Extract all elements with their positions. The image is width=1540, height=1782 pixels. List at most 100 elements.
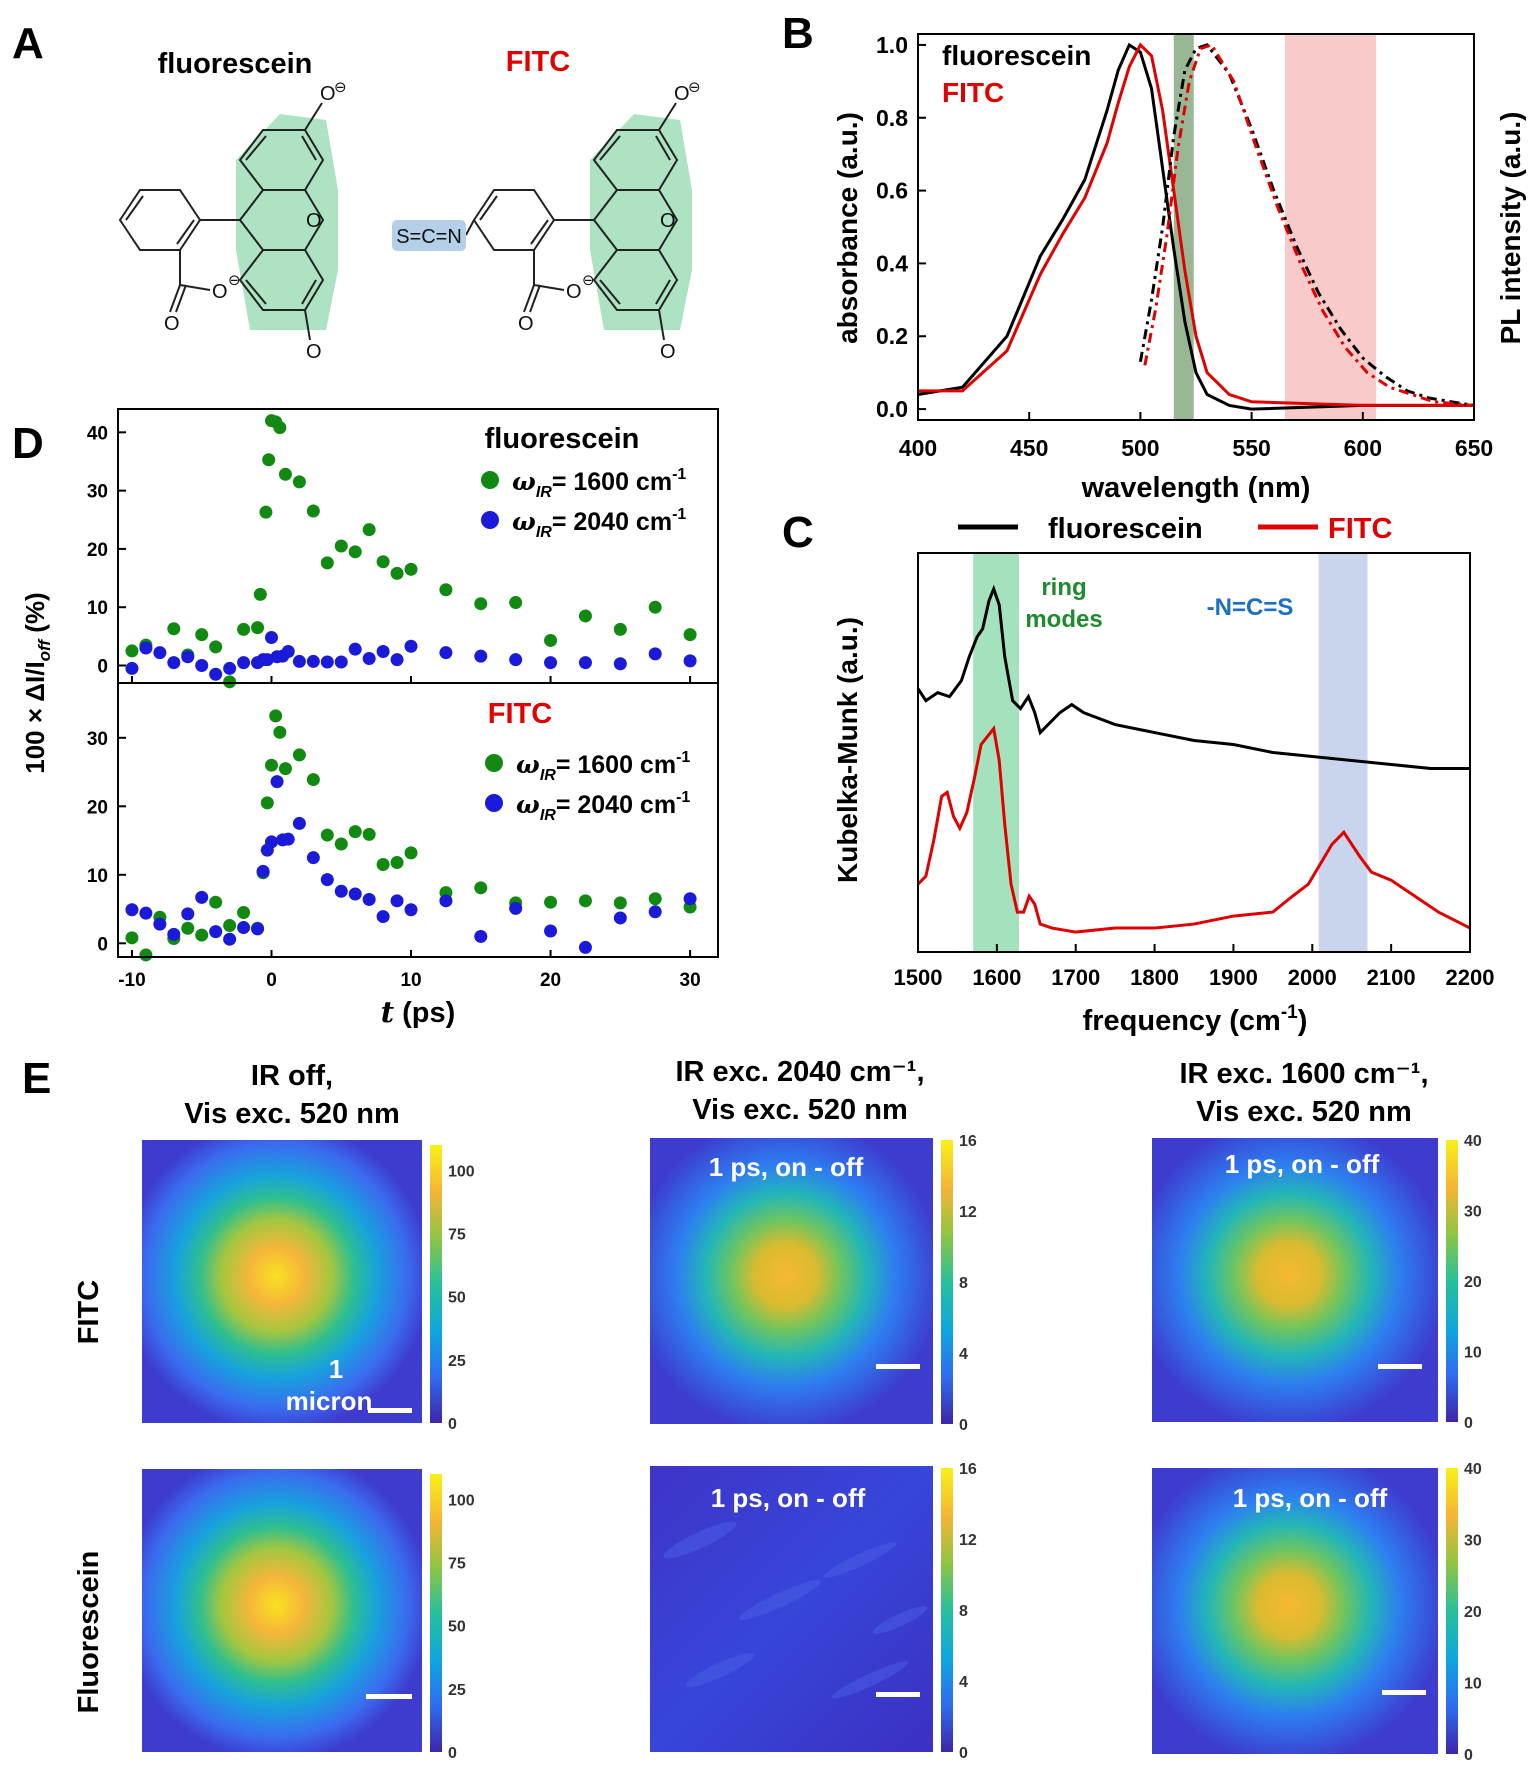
d-top-plot-point-1600 <box>259 505 273 519</box>
heatmap-fluorescein-ir-off <box>142 1469 422 1752</box>
d-bottom-plot-point-1600 <box>348 825 362 839</box>
d-bottom-plot-point-1600 <box>237 905 251 919</box>
d-top-plot-point-1600 <box>390 566 404 580</box>
colorbar-tick-label: 40 <box>1464 1133 1482 1150</box>
d-top-plot-point-2040 <box>237 656 251 670</box>
panel-b-ytick-label: 1.0 <box>876 32 908 58</box>
fitc-o-ring: O <box>660 210 676 232</box>
d-bottom-plot-point-2040 <box>362 892 376 906</box>
colorbar-col-3-row-2: 40 30 20 10 0 <box>1446 1461 1482 1764</box>
panel-d-bottom-plot: 0 10 20 30 -10 0 10 20 30 <box>87 709 701 991</box>
d-top-plot-point-2040 <box>390 653 404 667</box>
d-top-plot-point-1600 <box>273 421 287 435</box>
d-top-plot-point-1600 <box>578 609 592 623</box>
d-bottom-plot-xtick-label: 10 <box>400 970 421 991</box>
panel-d-top-legend-2040: ωIR= 2040 cm-1 <box>512 506 686 541</box>
isothiocyanate-highlight <box>392 220 466 251</box>
d-bottom-plot-point-1600 <box>181 921 195 935</box>
d-top-plot-point-1600 <box>613 622 627 636</box>
panel-b-xtick-label: 550 <box>1232 435 1270 461</box>
fluorescein-o-carboxylate: O <box>212 281 228 303</box>
d-bottom-plot-point-2040 <box>648 905 662 919</box>
scale-bar <box>1382 1690 1426 1695</box>
panel-b-band-0 <box>1173 34 1194 420</box>
row-label-fitc: FITC <box>73 1280 105 1344</box>
col-title-2-line-2: Vis exc. 520 nm <box>692 1094 908 1126</box>
d-bottom-plot-point-2040 <box>251 922 265 936</box>
d-bottom-plot-xtick-label: 30 <box>680 970 701 991</box>
colorbar-tick-label: 30 <box>1464 1533 1482 1550</box>
colorbar-tick-label: 100 <box>448 1492 475 1509</box>
panel-c-xtick-label: 1700 <box>1051 965 1100 990</box>
d-top-plot-point-2040 <box>292 654 306 668</box>
d-bottom-plot-point-2040 <box>195 890 209 904</box>
panel-b-xtick-label: 450 <box>1010 435 1048 461</box>
colorbar <box>430 1474 442 1752</box>
d-top-plot-point-2040 <box>404 639 418 653</box>
scale-bar <box>366 1694 412 1699</box>
colorbar-tick-label: 100 <box>448 1163 475 1180</box>
panel-c-legend-fluorescein: fluorescein <box>1048 513 1203 545</box>
panel-d-ylabel: 100 × ΔI/Ioff (%) <box>20 592 54 773</box>
panel-c-xtick-label: 2200 <box>1446 965 1495 990</box>
panel-b-ytick-label: 0.4 <box>876 250 908 276</box>
d-bottom-plot-point-2040 <box>153 917 167 931</box>
panel-letter-a: A <box>12 19 44 68</box>
panel-b-xtick-label: 400 <box>899 435 937 461</box>
panel-d-bottom-legend-1600-marker <box>485 754 503 772</box>
colorbar-tick-label: 16 <box>959 1133 977 1150</box>
d-top-plot-point-1600 <box>237 622 251 636</box>
heatmap-fitc-ir-1600: 1 ps, on - off <box>1152 1138 1438 1422</box>
inset-label: 1 ps, on - off <box>709 1152 864 1182</box>
colorbar-tick-label: 4 <box>959 1346 968 1363</box>
d-bottom-plot-point-2040 <box>404 903 418 917</box>
panel-c-series-FITC <box>916 724 1471 934</box>
fitc-o-top: O <box>674 83 690 105</box>
d-bottom-plot-point-1600 <box>273 725 287 739</box>
d-top-plot-point-1600 <box>334 539 348 553</box>
panel-c-series-fluorescein <box>916 584 1470 770</box>
d-bottom-plot-ytick-label: 30 <box>87 729 108 750</box>
d-top-plot-point-2040 <box>474 649 488 663</box>
d-bottom-plot-point-2040 <box>306 851 320 865</box>
d-top-plot-point-1600 <box>362 523 376 537</box>
d-bottom-plot-ytick-label: 0 <box>97 934 108 955</box>
d-top-plot-point-2040 <box>281 645 295 659</box>
panel-d-top-plot: 0 10 20 30 40 <box>87 414 697 689</box>
d-top-plot-point-2040 <box>376 645 390 659</box>
d-top-plot-point-2040 <box>348 642 362 656</box>
d-top-plot-point-2040 <box>260 653 274 667</box>
colorbar <box>941 1468 953 1752</box>
panel-c-xlabel: frequency (cm-1) <box>1083 1002 1308 1037</box>
fitc-o-bottom: O <box>660 341 676 363</box>
heatmap-fluorescein-ir-1600: 1 ps, on - off <box>1152 1468 1438 1754</box>
colorbar-col-1-row-2: 100 75 50 25 0 <box>430 1474 475 1762</box>
d-bottom-plot-point-2040 <box>125 903 139 917</box>
d-bottom-plot-point-2040 <box>167 927 181 941</box>
panel-d-bottom-legend-2040: ωIR= 2040 cm-1 <box>516 789 690 824</box>
d-top-plot-point-2040 <box>139 641 153 655</box>
colorbar-tick-label: 0 <box>959 1417 968 1434</box>
d-top-plot-point-1600 <box>223 675 237 689</box>
colorbar-tick-label: 75 <box>448 1226 466 1243</box>
panel-c-band-1 <box>1318 553 1368 952</box>
panel-b-ylabel: absorbance (a.u.) <box>832 112 863 344</box>
heatmap-fluorescein-ir-2040: 1 ps, on - off <box>650 1466 933 1752</box>
colorbar-tick-label: 0 <box>448 1416 457 1433</box>
d-top-plot-point-1600 <box>251 621 265 635</box>
panel-letter-c: C <box>782 508 814 557</box>
panel-d-top-legend-1600: ωIR= 1600 cm-1 <box>512 466 686 501</box>
panel-b-y2label: PL intensity (a.u.) <box>1495 112 1526 345</box>
d-top-plot-point-2040 <box>683 654 697 668</box>
scale-bar <box>368 1408 412 1413</box>
panel-b-series-FITC-absorbance <box>918 42 1474 407</box>
fluorescein-o-top: O <box>320 83 336 105</box>
panel-c: C fluorescein FITC 1500 1600 1700 1800 1900 2… <box>782 508 1494 1037</box>
panel-d: D 0 10 20 30 40 0 10 20 30 -10 0 10 20 30 fluorescei… <box>12 408 719 1029</box>
d-bottom-plot-point-2040 <box>139 906 153 920</box>
d-top-plot-point-2040 <box>544 656 558 670</box>
panel-letter-d: D <box>12 419 44 468</box>
panel-letter-e: E <box>22 1054 51 1103</box>
col-title-3-line-2: Vis exc. 520 nm <box>1196 1096 1412 1128</box>
